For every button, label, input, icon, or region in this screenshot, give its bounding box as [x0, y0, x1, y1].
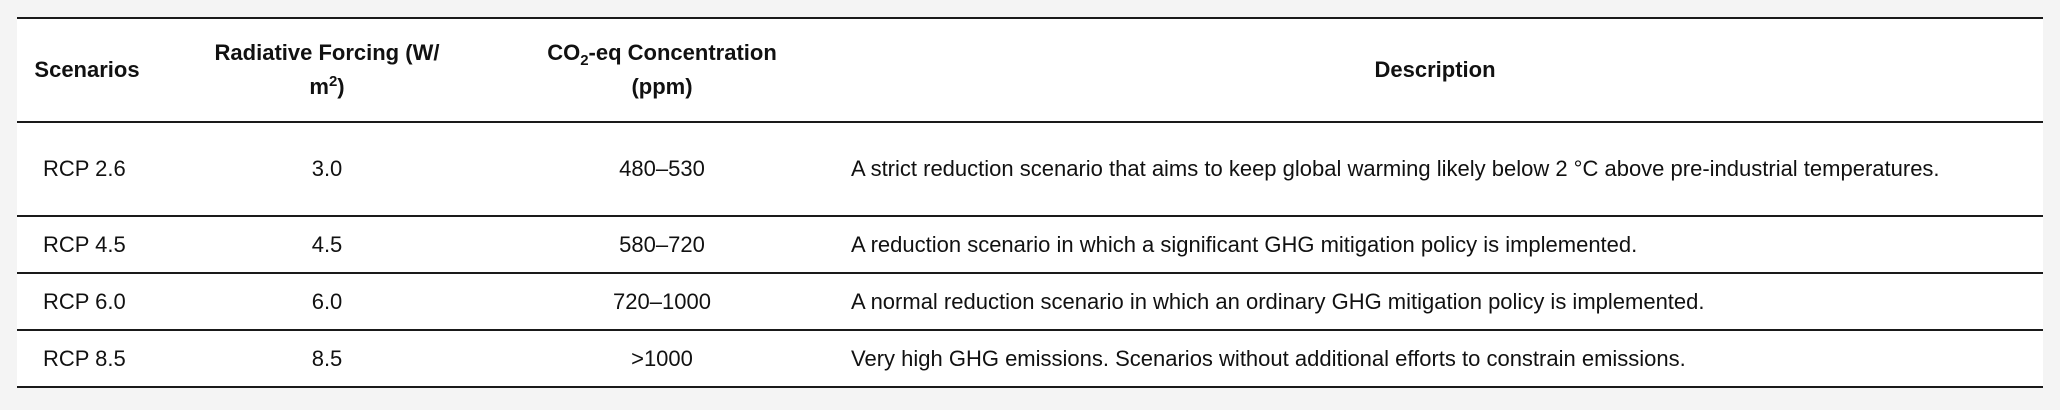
rcp-scenarios-table: Scenarios Radiative Forcing (W/m2) CO2-e…: [17, 17, 2043, 388]
header-forcing-unit-exp: 2: [328, 73, 338, 90]
header-conc-suffix: -eq Concentration: [588, 40, 777, 65]
header-description-label: Description: [1374, 57, 1496, 82]
cell-description: Very high GHG emissions. Scenarios witho…: [851, 345, 1686, 371]
cell-concentration: 720–1000: [613, 288, 711, 314]
table-header: Scenarios Radiative Forcing (W/m2) CO2-e…: [17, 18, 2043, 122]
cell-concentration: >1000: [631, 345, 693, 371]
table-row: RCP 2.6 3.0 480–530 A strict reduction s…: [17, 122, 2043, 216]
table-body: RCP 2.6 3.0 480–530 A strict reduction s…: [17, 122, 2043, 387]
header-forcing-unit-base: m: [309, 74, 329, 99]
header-description: Description: [827, 18, 2043, 122]
cell-description: A reduction scenario in which a signific…: [851, 231, 1638, 257]
header-co2-concentration: CO2-eq Concentration (ppm): [497, 18, 827, 122]
cell-description: A strict reduction scenario that aims to…: [851, 156, 1940, 181]
data-table: Scenarios Radiative Forcing (W/m2) CO2-e…: [17, 17, 2043, 388]
cell-forcing: 8.5: [311, 345, 343, 371]
header-forcing-suffix: ): [337, 74, 345, 99]
cell-description: A normal reduction scenario in which an …: [851, 288, 1705, 314]
cell-scenario: RCP 4.5: [43, 231, 126, 257]
cell-forcing: 3.0: [311, 156, 343, 181]
table-row: RCP 8.5 8.5 >1000 Very high GHG emission…: [17, 330, 2043, 387]
header-forcing-prefix: Radiative Forcing (W/: [214, 40, 440, 65]
cell-scenario: RCP 6.0: [43, 288, 126, 314]
table-row: RCP 6.0 6.0 720–1000 A normal reduction …: [17, 273, 2043, 330]
header-scenarios: Scenarios: [17, 18, 157, 122]
table-row: RCP 4.5 4.5 580–720 A reduction scenario…: [17, 216, 2043, 273]
header-conc-sub: 2: [580, 52, 589, 69]
header-conc-prefix: CO: [547, 40, 581, 65]
cell-forcing: 4.5: [311, 231, 343, 257]
header-row: Scenarios Radiative Forcing (W/m2) CO2-e…: [17, 18, 2043, 122]
header-conc-unit: (ppm): [631, 74, 693, 99]
cell-scenario: RCP 2.6: [43, 156, 126, 181]
cell-scenario: RCP 8.5: [43, 345, 126, 371]
header-radiative-forcing: Radiative Forcing (W/m2): [157, 18, 497, 122]
cell-concentration: 580–720: [619, 231, 705, 257]
cell-forcing: 6.0: [311, 288, 343, 314]
header-scenarios-label: Scenarios: [34, 57, 140, 82]
cell-concentration: 480–530: [619, 156, 705, 181]
